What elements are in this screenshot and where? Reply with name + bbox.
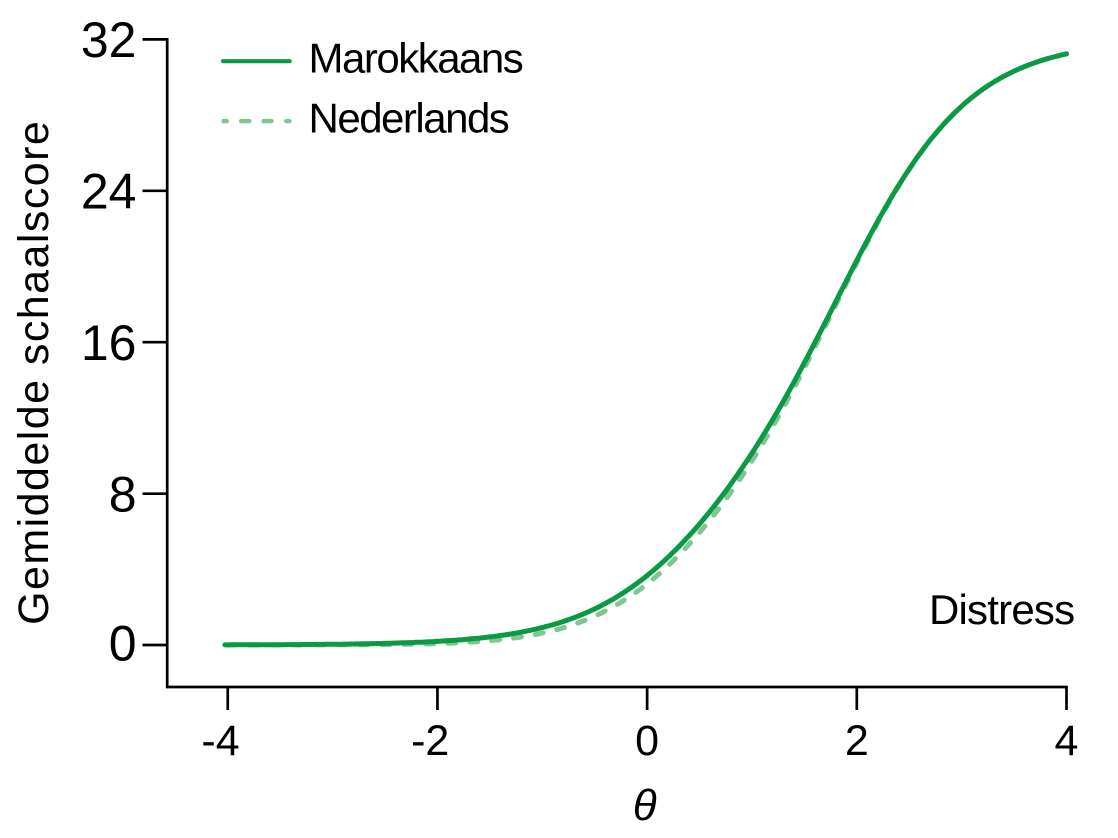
svg-text:16: 16 xyxy=(81,315,137,371)
svg-text:0: 0 xyxy=(635,717,659,765)
svg-text:Gemiddelde schaalscore: Gemiddelde schaalscore xyxy=(10,120,58,625)
svg-text:Marokkaans: Marokkaans xyxy=(309,34,523,81)
svg-text:8: 8 xyxy=(109,466,137,522)
svg-text:32: 32 xyxy=(81,12,137,68)
svg-text:4: 4 xyxy=(1055,717,1079,765)
svg-text:Distress: Distress xyxy=(929,586,1074,633)
svg-text:0: 0 xyxy=(109,616,137,672)
svg-text:-4: -4 xyxy=(201,717,239,765)
svg-text:2: 2 xyxy=(845,717,869,765)
svg-text:24: 24 xyxy=(81,164,137,220)
svg-text:Nederlands: Nederlands xyxy=(309,95,509,142)
svg-text:θ: θ xyxy=(633,781,657,830)
svg-text:-2: -2 xyxy=(411,717,449,765)
